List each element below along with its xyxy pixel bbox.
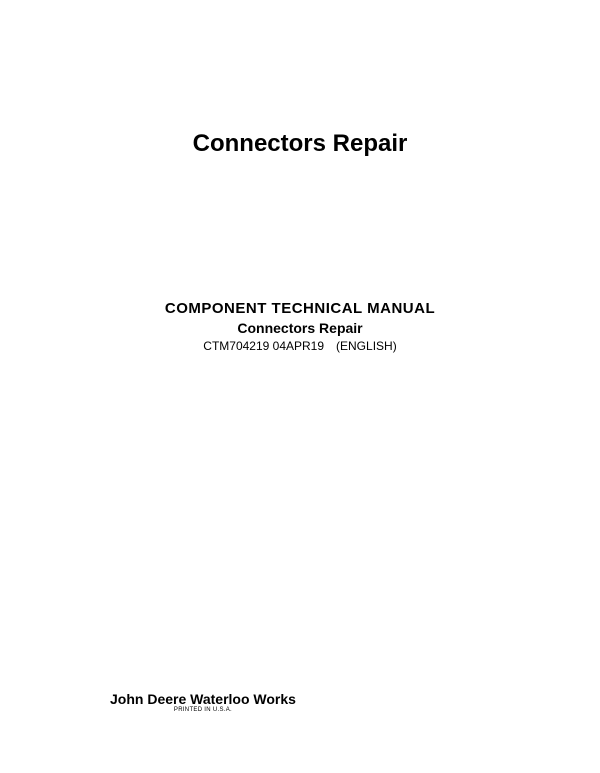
footer-block: John Deere Waterloo Works PRINTED IN U.S… <box>110 691 296 713</box>
subtitle-manual-type: COMPONENT TECHNICAL MANUAL <box>0 300 600 317</box>
footer-publisher: John Deere Waterloo Works <box>110 691 296 707</box>
document-page: Connectors Repair COMPONENT TECHNICAL MA… <box>0 0 600 773</box>
subtitle-block: COMPONENT TECHNICAL MANUAL Connectors Re… <box>0 300 600 353</box>
footer-printed-in: PRINTED IN U.S.A. <box>110 707 296 713</box>
subtitle-doc-id: CTM704219 04APR19 (ENGLISH) <box>0 339 600 353</box>
main-title: Connectors Repair <box>0 130 600 158</box>
subtitle-manual-name: Connectors Repair <box>0 320 600 336</box>
